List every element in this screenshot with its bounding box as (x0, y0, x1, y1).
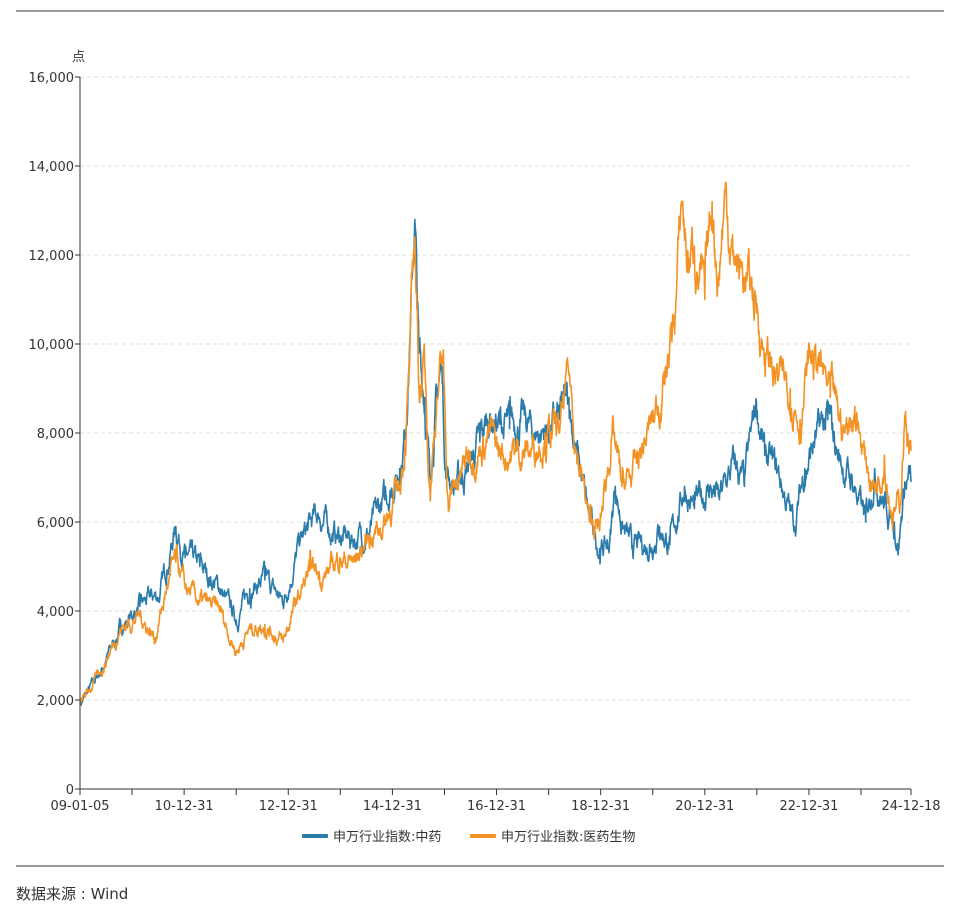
y-tick-label: 2,000 (37, 694, 74, 709)
x-tick-label: 09-01-05 (50, 799, 109, 814)
x-tick-label: 14-12-31 (363, 799, 422, 814)
line-chart: 点 0 2,000 4,000 6,000 8,000 10,000 12,000 14,00… (16, 10, 944, 867)
y-tick-label: 16,000 (29, 71, 75, 86)
x-tick-label: 12-12-31 (259, 799, 318, 814)
y-tick-label: 14,000 (29, 160, 75, 175)
x-tick-label: 24-12-18 (881, 799, 940, 814)
legend-item-zhongyao[interactable]: 申万行业指数:中药 (302, 830, 441, 845)
legend-item-yiyao-shengwu[interactable]: 申万行业指数:医药生物 (470, 830, 635, 845)
y-tick-label: 0 (66, 783, 74, 798)
data-source: 数据来源 : Wind (16, 885, 129, 903)
legend-swatch (302, 834, 328, 838)
y-tick-label: 6,000 (37, 516, 74, 531)
y-tick-label: 12,000 (29, 249, 75, 264)
legend-label: 申万行业指数:医药生物 (501, 830, 635, 845)
x-tick-label: 22-12-31 (779, 799, 838, 814)
series-line-0 (79, 218, 912, 706)
y-tick-label: 8,000 (37, 427, 74, 442)
legend-swatch (470, 834, 496, 838)
x-tick-label: 10-12-31 (155, 799, 214, 814)
legend: 申万行业指数:中药 申万行业指数:医药生物 (302, 830, 635, 845)
y-axis-unit: 点 (72, 50, 85, 65)
series-line-1 (79, 181, 912, 705)
x-tick-label: 16-12-31 (467, 799, 526, 814)
x-tick-label: 18-12-31 (571, 799, 630, 814)
legend-label: 申万行业指数:中药 (333, 830, 441, 845)
y-tick-label: 4,000 (37, 605, 74, 620)
x-tick-label: 20-12-31 (675, 799, 734, 814)
y-tick-label: 10,000 (29, 338, 75, 353)
